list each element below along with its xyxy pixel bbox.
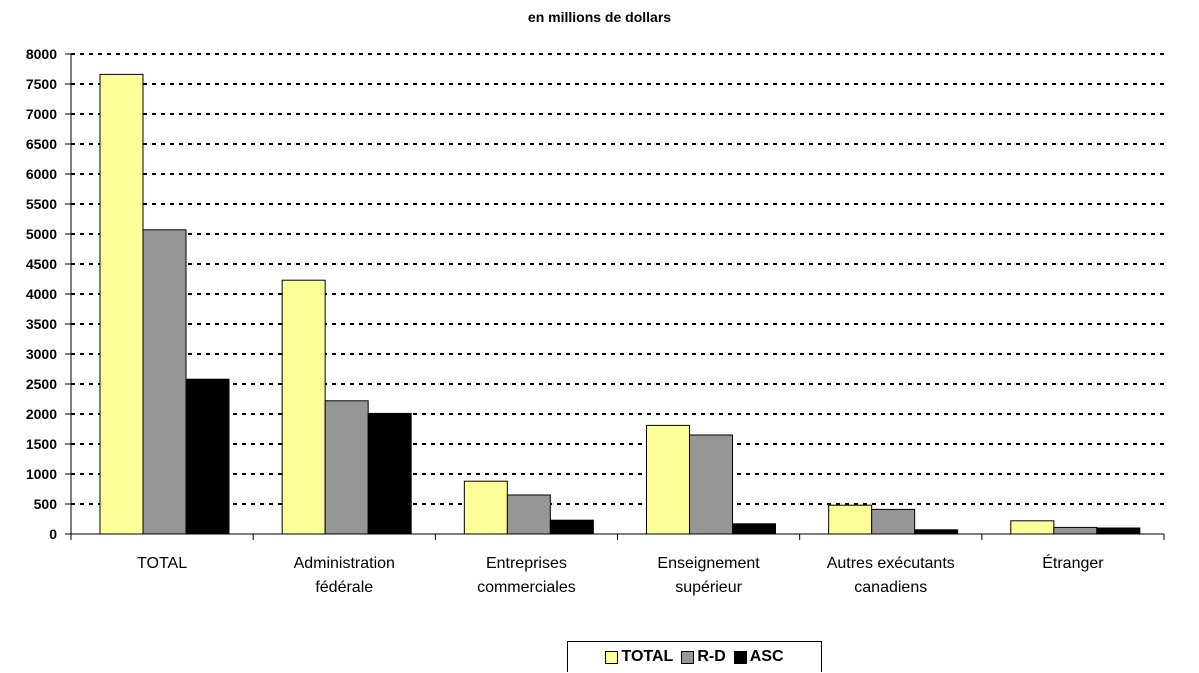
bar-r-d [871, 508, 916, 535]
y-tick-label: 5000 [26, 226, 57, 242]
y-tick-label: 6000 [26, 166, 57, 182]
axes [65, 53, 1165, 540]
legend-swatch-rd [681, 650, 695, 664]
bar-asc [732, 523, 776, 535]
y-tick-label: 0 [49, 526, 57, 542]
bar-total [646, 424, 690, 535]
category-label: TOTAL [137, 555, 187, 572]
bar-asc [1096, 527, 1141, 535]
y-tick-label: 2500 [26, 376, 57, 392]
legend-swatch-total [605, 650, 619, 664]
category-label: Entreprises [486, 555, 567, 572]
chart-title: en millions de dollars [527, 9, 672, 25]
bar-asc [185, 378, 230, 535]
bar-total [1010, 520, 1055, 535]
y-tick-label: 3500 [26, 316, 57, 332]
legend-item-total: TOTAL [605, 648, 673, 666]
legend: TOTAL R-D ASC [567, 641, 822, 672]
y-tick-label: 3000 [26, 346, 57, 362]
legend-item-rd: R-D [681, 648, 726, 666]
category-label: Administration [294, 555, 395, 572]
y-tick-label: 1500 [26, 436, 57, 452]
bar-r-d [142, 229, 187, 535]
bar-total [281, 279, 326, 535]
legend-item-asc: ASC [733, 648, 784, 666]
y-tick-label: 8000 [26, 46, 57, 62]
legend-swatch-asc [733, 650, 747, 664]
bar-r-d [506, 494, 551, 535]
bar-asc [549, 519, 594, 535]
bar-r-d [324, 400, 369, 535]
bar-asc [367, 412, 412, 535]
category-label: fédérale [315, 579, 373, 596]
category-label: Autres exécutants [827, 555, 955, 572]
y-tick-label: 500 [34, 496, 58, 512]
bar-r-d [689, 434, 733, 535]
y-tick-label: 6500 [26, 136, 57, 152]
legend-label-total: TOTAL [621, 648, 674, 665]
y-tick-label: 4000 [26, 286, 57, 302]
y-tick-label: 7500 [26, 76, 57, 92]
legend-label-asc: ASC [749, 648, 784, 665]
category-label: Étranger [1042, 553, 1104, 572]
category-label: Enseignement [657, 555, 760, 572]
bars [99, 73, 1141, 535]
category-label: canadiens [854, 579, 927, 596]
y-tick-label: 2000 [26, 406, 57, 422]
bar-asc [914, 529, 959, 535]
y-tick-label: 7000 [26, 106, 57, 122]
y-tick-label: 4500 [26, 256, 57, 272]
bar-chart: 0 500 1000 1500 2000 2500 3000 3500 4000 4500 5000… [26, 46, 1165, 596]
category-label: supérieur [675, 579, 742, 596]
y-tick-label: 1000 [26, 466, 57, 482]
bar-total [463, 480, 508, 535]
category-label: commerciales [477, 579, 576, 596]
grid-lines [71, 53, 1164, 505]
bar-total [99, 73, 144, 535]
legend-label-rd: R-D [697, 648, 726, 665]
bar-total [828, 504, 873, 535]
y-tick-label: 5500 [26, 196, 57, 212]
axis-labels: 0 500 1000 1500 2000 2500 3000 3500 4000 4500 5000… [26, 46, 1104, 596]
bar-r-d [1053, 526, 1098, 535]
